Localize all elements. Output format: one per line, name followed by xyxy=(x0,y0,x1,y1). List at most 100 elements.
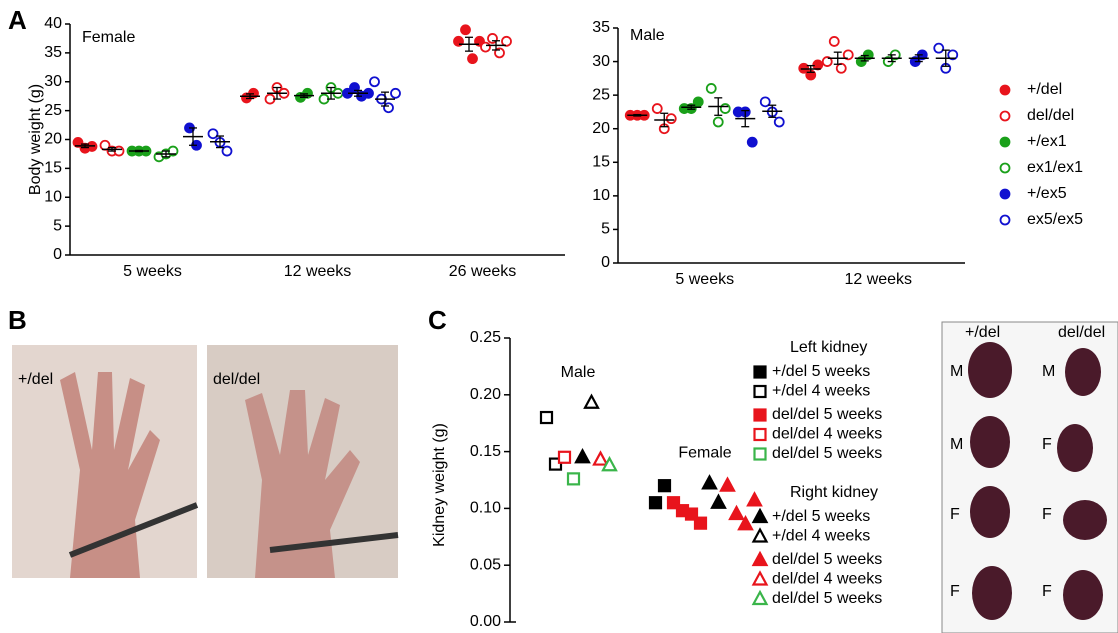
data-point xyxy=(221,145,233,157)
y-tick-label: 0.05 xyxy=(470,556,501,573)
data-point xyxy=(710,493,727,509)
photo-row-label: F xyxy=(1042,583,1052,600)
data-point xyxy=(728,504,745,521)
data-point xyxy=(692,96,704,108)
data-point xyxy=(369,76,380,88)
y-tick-label: 30 xyxy=(592,53,610,70)
y-tick-label: 35 xyxy=(44,44,62,61)
y-tick-label: 25 xyxy=(592,86,610,103)
panel-label: A xyxy=(8,5,27,35)
data-point xyxy=(821,56,833,67)
y-tick-label: 15 xyxy=(592,154,610,171)
y-tick-label: 15 xyxy=(44,160,62,177)
legend-marker xyxy=(751,507,769,524)
photo-column-label: +/del xyxy=(965,324,1000,341)
data-point xyxy=(701,474,718,490)
data-point xyxy=(719,103,731,114)
chart-title: Male xyxy=(630,27,665,44)
x-tick-label: 12 weeks xyxy=(844,271,912,288)
legend-label: +/del 4 weeks xyxy=(772,383,870,400)
legend-label: del/del xyxy=(1027,107,1074,124)
photo-label: del/del xyxy=(213,371,260,388)
x-tick-label: 26 weeks xyxy=(449,263,517,280)
data-point xyxy=(460,24,471,36)
data-point xyxy=(583,393,600,409)
y-tick-label: 10 xyxy=(44,188,62,205)
data-point xyxy=(72,136,84,148)
data-point xyxy=(947,49,959,61)
legend-marker xyxy=(999,214,1011,226)
data-point xyxy=(746,136,758,148)
legend-marker xyxy=(999,162,1011,174)
legend-marker xyxy=(999,188,1011,200)
data-point xyxy=(501,35,512,47)
data-point xyxy=(390,87,401,99)
data-point xyxy=(651,103,663,114)
data-point xyxy=(828,36,840,47)
data-point xyxy=(855,56,867,67)
legend-marker xyxy=(751,570,769,586)
data-point xyxy=(592,450,609,466)
y-tick-label: 40 xyxy=(44,15,62,32)
data-point xyxy=(601,455,618,472)
legend-marker xyxy=(753,408,767,422)
category-label: Male xyxy=(561,364,596,381)
y-tick-label: 0.20 xyxy=(470,386,501,403)
photo-row-label: F xyxy=(1042,506,1052,523)
legend-label: +/del 5 weeks xyxy=(772,363,870,380)
data-point xyxy=(835,62,847,74)
photo-column-label: del/del xyxy=(1058,324,1105,341)
legend-label: del/del 4 weeks xyxy=(772,571,882,588)
y-tick-label: 5 xyxy=(53,217,62,234)
data-point xyxy=(480,41,491,53)
panel-label: C xyxy=(428,305,447,335)
y-tick-label: 5 xyxy=(601,221,610,238)
y-tick-label: 10 xyxy=(592,187,610,204)
data-point xyxy=(705,83,717,94)
y-tick-label: 0 xyxy=(601,254,610,271)
data-point xyxy=(467,53,478,65)
legend-label: del/del 5 weeks xyxy=(772,590,882,607)
x-tick-label: 5 weeks xyxy=(675,271,734,288)
legend-label: del/del 5 weeks xyxy=(772,406,882,423)
data-point xyxy=(539,410,554,425)
legend-label: +/ex1 xyxy=(1027,133,1067,150)
data-point xyxy=(933,42,945,54)
photo-row-label: M xyxy=(1042,363,1055,380)
legend-label: ex1/ex1 xyxy=(1027,159,1083,176)
data-point xyxy=(548,457,563,471)
legend-marker xyxy=(999,84,1011,96)
data-point xyxy=(657,479,672,493)
y-tick-label: 20 xyxy=(44,131,62,148)
photo-row-label: F xyxy=(1042,436,1052,453)
y-tick-label: 30 xyxy=(44,73,62,90)
data-point xyxy=(862,49,874,61)
data-point xyxy=(666,496,681,510)
legend-marker xyxy=(999,136,1011,148)
y-tick-label: 0.10 xyxy=(470,500,501,517)
data-point xyxy=(566,472,581,486)
legend-marker xyxy=(753,365,767,379)
kidney-photo xyxy=(941,321,1118,633)
legend-marker xyxy=(751,550,769,567)
x-tick-label: 5 weeks xyxy=(123,263,182,280)
data-point xyxy=(665,113,677,125)
data-point xyxy=(207,128,219,140)
panel-label: B xyxy=(8,305,27,335)
data-point xyxy=(773,116,785,128)
paw-photo xyxy=(207,345,399,578)
legend-marker xyxy=(753,427,767,442)
data-point xyxy=(557,450,572,464)
data-point xyxy=(684,507,699,521)
category-label: Female xyxy=(678,445,731,462)
chart-title: Female xyxy=(82,29,135,46)
legend-label: ex5/ex5 xyxy=(1027,211,1083,228)
data-point xyxy=(648,496,663,510)
y-axis-label: Body weight (g) xyxy=(27,84,44,195)
legend-marker xyxy=(753,447,767,461)
y-tick-label: 0.15 xyxy=(470,443,501,460)
legend-marker xyxy=(753,384,767,399)
data-point xyxy=(746,491,763,507)
y-tick-label: 0.00 xyxy=(470,613,501,630)
